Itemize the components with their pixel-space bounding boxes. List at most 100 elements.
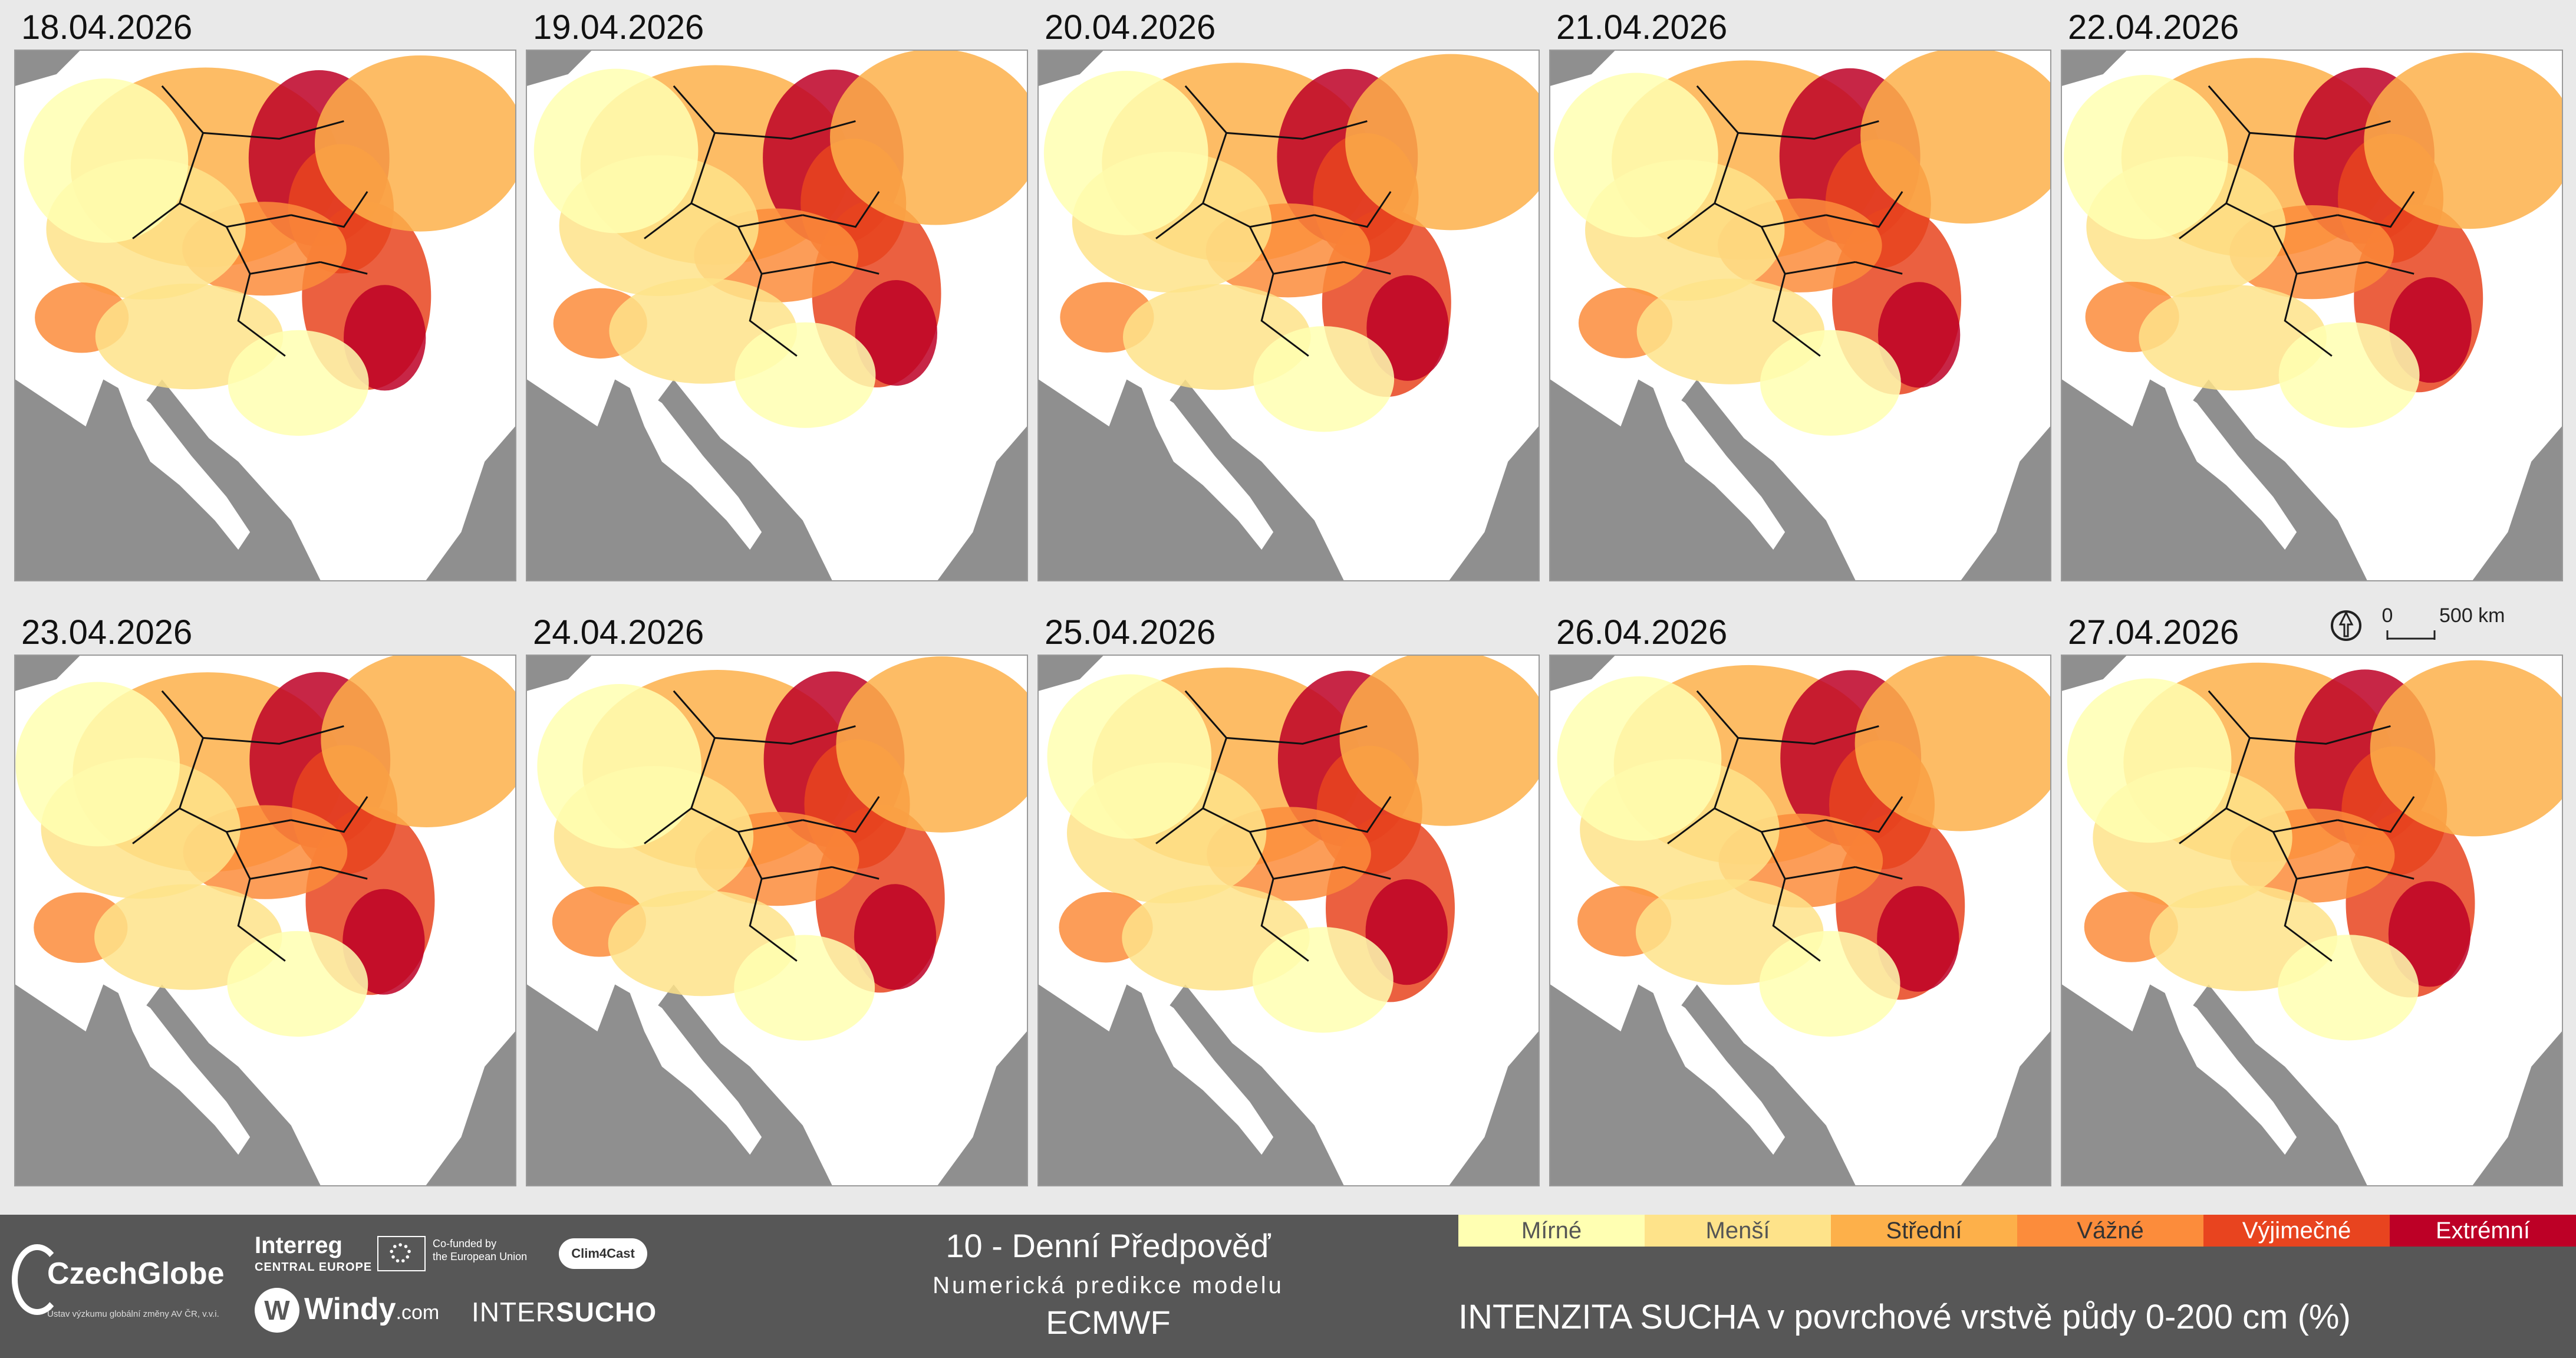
scale-bar: 0 500 km — [2328, 604, 2552, 646]
windy-logo-icon: W — [255, 1288, 299, 1333]
north-arrow-icon — [2331, 610, 2361, 641]
legend-item: Výjimečné — [2203, 1215, 2390, 1247]
windy-logo: Windy.com — [304, 1291, 439, 1327]
map-panel-5: 22.04.2026 — [2061, 8, 2563, 581]
drought-patch — [1252, 927, 1394, 1033]
drought-patch — [734, 322, 876, 428]
eu-text-line-1: Co-funded by — [433, 1238, 497, 1250]
panel-date: 23.04.2026 — [21, 613, 193, 652]
clim4cast-logo: Clim4Cast — [559, 1238, 647, 1269]
panel-date: 25.04.2026 — [1045, 613, 1216, 652]
drought-patch — [533, 68, 699, 234]
intersucho-logo: INTERSUCHO — [472, 1296, 657, 1328]
drought-patch — [1557, 676, 1722, 841]
drought-patch — [2278, 322, 2420, 428]
drought-map — [2061, 50, 2563, 581]
drought-patch — [854, 884, 937, 990]
drought-patch — [1860, 51, 2050, 224]
drought-patch — [1759, 930, 1900, 1037]
legend-item: Extrémní — [2390, 1215, 2576, 1247]
drought-patch — [2064, 75, 2228, 239]
legend-item: Vážné — [2017, 1215, 2203, 1247]
drought-map — [14, 655, 516, 1186]
legend-title: INTENZITA SUCHA v povrchové vrstvě půdy … — [1458, 1298, 2351, 1336]
scale-zero-label: 0 — [2382, 604, 2393, 627]
map-panel-8: 25.04.2026 — [1037, 613, 1540, 1186]
drought-map — [1549, 655, 2051, 1186]
drought-patch — [1043, 71, 1208, 235]
drought-patch — [1339, 656, 1539, 826]
drought-map — [526, 50, 1028, 581]
drought-patch — [1345, 54, 1539, 231]
map-panel-2: 19.04.2026 — [526, 8, 1028, 581]
drought-patch — [344, 285, 426, 391]
czechglobe-logo-icon — [12, 1244, 62, 1315]
legend-item: Střední — [1831, 1215, 2017, 1247]
drought-patch — [228, 330, 369, 436]
map-panel-6: 23.04.2026 — [14, 613, 516, 1186]
map-panel-9: 26.04.2026 — [1549, 613, 2051, 1186]
drought-patch — [15, 682, 180, 847]
intersucho-part-b: SUCHO — [556, 1297, 657, 1327]
panel-date: 20.04.2026 — [1045, 8, 1216, 47]
drought-patch — [1253, 326, 1395, 432]
panel-date: 22.04.2026 — [2068, 8, 2239, 47]
drought-patch — [314, 55, 515, 232]
drought-patch — [1047, 674, 1212, 839]
drought-patch — [227, 930, 368, 1037]
drought-map — [526, 655, 1028, 1186]
drought-patch — [2139, 285, 2327, 391]
drought-patch — [734, 935, 875, 1041]
legend-item: Menší — [1645, 1215, 1831, 1247]
drought-patch — [1877, 886, 1959, 992]
windy-com: .com — [396, 1301, 440, 1324]
drought-patch — [2388, 881, 2471, 987]
drought-patch — [2370, 660, 2562, 837]
drought-patch — [24, 78, 189, 243]
drought-map — [1549, 50, 2051, 581]
forecast-title: 10 - Denní Předpověď — [946, 1227, 1271, 1264]
eu-text-line-2: the European Union — [433, 1251, 528, 1262]
map-panel-4: 21.04.2026 — [1549, 8, 2051, 581]
interreg-logo: Interreg — [255, 1232, 342, 1258]
forecast-model: ECMWF — [1046, 1304, 1171, 1341]
panel-date: 18.04.2026 — [21, 8, 193, 47]
drought-map — [1037, 50, 1540, 581]
panel-date: 27.04.2026 — [2068, 613, 2239, 652]
drought-patch — [537, 683, 702, 849]
czechglobe-subtitle: Ústav výzkumu globální změny AV ČR, v.v.… — [47, 1309, 219, 1319]
drought-patch — [2364, 52, 2562, 229]
eu-flag-icon — [377, 1236, 426, 1271]
legend-item: Mírné — [1458, 1215, 1645, 1247]
drought-patch — [1877, 282, 1961, 388]
drought-patch — [2278, 935, 2419, 1041]
drought-patch — [830, 51, 1027, 225]
drought-map — [14, 50, 516, 581]
drought-patch — [836, 656, 1027, 833]
intersucho-part-a: INTER — [472, 1297, 556, 1327]
drought-patch — [1760, 330, 1901, 436]
drought-map — [1037, 655, 1540, 1186]
map-panel-3: 20.04.2026 — [1037, 8, 1540, 581]
panel-date: 26.04.2026 — [1556, 613, 1728, 652]
panel-date: 19.04.2026 — [533, 8, 704, 47]
forecast-subtitle: Numerická predikce modelu — [933, 1272, 1284, 1298]
drought-map — [2061, 655, 2563, 1186]
map-panel-1: 18.04.2026 — [14, 8, 516, 581]
windy-name: Windy — [304, 1292, 396, 1326]
drought-patch — [1854, 656, 2050, 831]
drought-patch — [321, 656, 515, 827]
panel-date: 21.04.2026 — [1556, 8, 1728, 47]
interreg-subtitle: CENTRAL EUROPE — [255, 1261, 373, 1274]
panel-date: 24.04.2026 — [533, 613, 704, 652]
drought-patch — [2067, 678, 2232, 843]
drought-patch — [1366, 275, 1449, 381]
czechglobe-logo-text: CzechGlobe — [47, 1257, 225, 1291]
scale-distance-label: 500 km — [2439, 604, 2505, 627]
eu-cofunded-text: Co-funded by the European Union — [433, 1237, 527, 1263]
map-panel-7: 24.04.2026 — [526, 613, 1028, 1186]
drought-patch — [1554, 73, 1718, 238]
map-panel-10: 27.04.2026 — [2061, 613, 2563, 1186]
drought-legend: Mírné Menší Střední Vážné Výjimečné Extrémní — [1458, 1215, 2576, 1247]
drought-patch — [855, 280, 938, 386]
